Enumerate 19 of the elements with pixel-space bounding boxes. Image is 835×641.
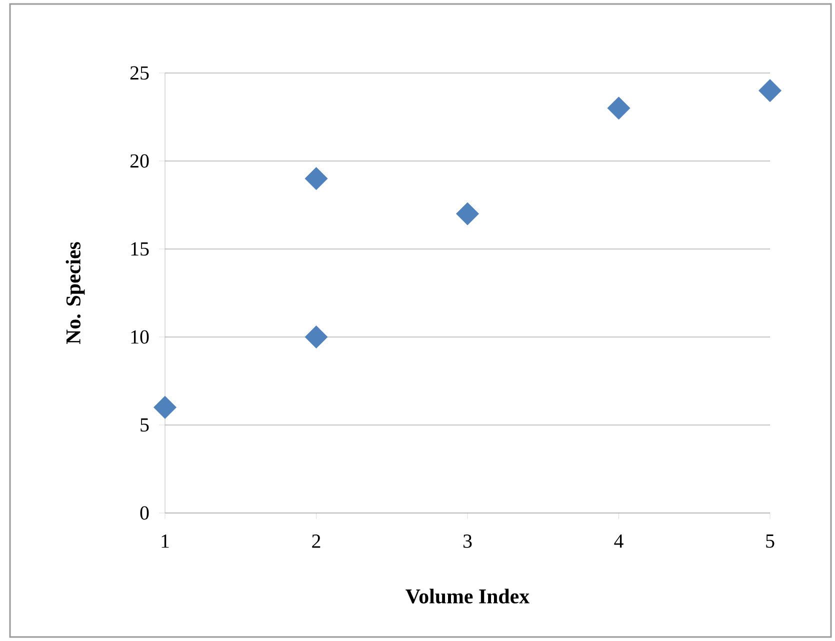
x-tick-label: 3 — [463, 534, 472, 548]
x-tick-label: 2 — [312, 534, 320, 548]
x-tick-label: 1 — [162, 534, 169, 548]
x-tick-label: 4 — [614, 534, 624, 548]
y-tick-label: 20 — [130, 154, 149, 168]
y-tick-label: 10 — [131, 330, 149, 344]
y-tick-label: 0 — [140, 506, 149, 520]
point — [607, 96, 630, 120]
y-tick-label: 25 — [130, 66, 149, 80]
y-tick-label: 5 — [140, 418, 149, 432]
point — [304, 325, 328, 348]
x-axis-title: Volume Index — [406, 588, 530, 604]
y-axis-title: No. Species — [66, 242, 85, 344]
x-tick-label: 5 — [766, 534, 774, 548]
point — [456, 202, 480, 226]
point — [153, 396, 177, 419]
point — [758, 79, 782, 102]
y-tick-label: 15 — [131, 242, 149, 256]
point — [304, 167, 328, 190]
